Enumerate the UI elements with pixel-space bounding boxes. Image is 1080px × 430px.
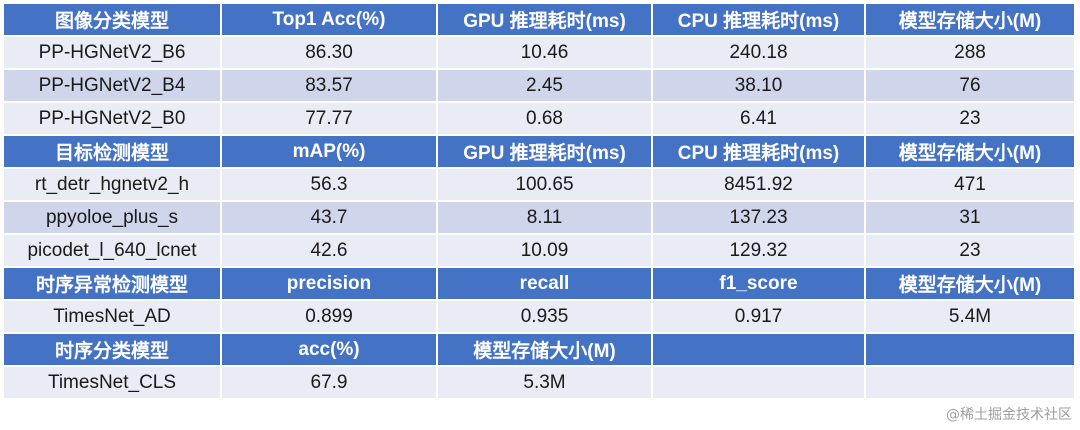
table-cell: 83.57 (220, 68, 438, 103)
table-cell: 240.18 (651, 35, 866, 70)
header-cell: 模型存储大小(M) (436, 332, 653, 367)
table-cell: 288 (864, 35, 1076, 70)
table-cell: 43.7 (220, 200, 438, 235)
table-row: TimesNet_CLS 67.9 5.3M (2, 365, 1076, 400)
table-cell: TimesNet_AD (2, 299, 222, 334)
header-cell: recall (436, 266, 653, 301)
table-cell: 23 (864, 233, 1076, 268)
table-row: PP-HGNetV2_B0 77.77 0.68 6.41 23 (2, 101, 1076, 136)
table-cell: 137.23 (651, 200, 866, 235)
section-header-object-detection: 目标检测模型 mAP(%) GPU 推理耗时(ms) CPU 推理耗时(ms) … (2, 134, 1076, 169)
table-cell: 77.77 (220, 101, 438, 136)
header-cell: GPU 推理耗时(ms) (436, 2, 653, 37)
table-row: PP-HGNetV2_B6 86.30 10.46 240.18 288 (2, 35, 1076, 70)
table-cell: 100.65 (436, 167, 653, 202)
header-cell: 模型存储大小(M) (864, 266, 1076, 301)
table-cell: 129.32 (651, 233, 866, 268)
table-cell: 76 (864, 68, 1076, 103)
table-cell: 5.4M (864, 299, 1076, 334)
table-row: picodet_l_640_lcnet 42.6 10.09 129.32 23 (2, 233, 1076, 268)
table-cell: PP-HGNetV2_B0 (2, 101, 222, 136)
table-cell: 23 (864, 101, 1076, 136)
model-comparison-table: 图像分类模型 Top1 Acc(%) GPU 推理耗时(ms) CPU 推理耗时… (2, 2, 1076, 400)
table-cell: 42.6 (220, 233, 438, 268)
table-row: ppyoloe_plus_s 43.7 8.11 137.23 31 (2, 200, 1076, 235)
table-cell: 0.917 (651, 299, 866, 334)
section-header-ts-classification: 时序分类模型 acc(%) 模型存储大小(M) (2, 332, 1076, 367)
table-cell (864, 365, 1076, 400)
table-cell: 0.68 (436, 101, 653, 136)
table-cell: 67.9 (220, 365, 438, 400)
table-row: PP-HGNetV2_B4 83.57 2.45 38.10 76 (2, 68, 1076, 103)
table-cell: ppyoloe_plus_s (2, 200, 222, 235)
header-cell: 模型存储大小(M) (864, 2, 1076, 37)
section-header-image-classification: 图像分类模型 Top1 Acc(%) GPU 推理耗时(ms) CPU 推理耗时… (2, 2, 1076, 37)
header-cell: f1_score (651, 266, 866, 301)
table-cell: 8.11 (436, 200, 653, 235)
table-cell: 8451.92 (651, 167, 866, 202)
table-cell: PP-HGNetV2_B4 (2, 68, 222, 103)
table-cell: 56.3 (220, 167, 438, 202)
table-cell: PP-HGNetV2_B6 (2, 35, 222, 70)
table-row: rt_detr_hgnetv2_h 56.3 100.65 8451.92 47… (2, 167, 1076, 202)
header-cell (864, 332, 1076, 367)
header-cell: Top1 Acc(%) (220, 2, 438, 37)
header-cell: acc(%) (220, 332, 438, 367)
table-cell: 31 (864, 200, 1076, 235)
header-cell: 模型存储大小(M) (864, 134, 1076, 169)
table-cell: 0.899 (220, 299, 438, 334)
header-cell: 图像分类模型 (2, 2, 222, 37)
table-cell: 2.45 (436, 68, 653, 103)
header-cell: precision (220, 266, 438, 301)
header-cell: 时序分类模型 (2, 332, 222, 367)
header-cell: CPU 推理耗时(ms) (651, 134, 866, 169)
header-cell (651, 332, 866, 367)
table-cell: 471 (864, 167, 1076, 202)
table-cell: 0.935 (436, 299, 653, 334)
table-cell: 6.41 (651, 101, 866, 136)
header-cell: 目标检测模型 (2, 134, 222, 169)
table-cell: 10.46 (436, 35, 653, 70)
table-cell: 86.30 (220, 35, 438, 70)
table-row: TimesNet_AD 0.899 0.935 0.917 5.4M (2, 299, 1076, 334)
watermark-text: @稀土掘金技术社区 (946, 407, 1072, 423)
table-cell: picodet_l_640_lcnet (2, 233, 222, 268)
table-cell: 5.3M (436, 365, 653, 400)
table-cell: TimesNet_CLS (2, 365, 222, 400)
table-cell (651, 365, 866, 400)
header-cell: GPU 推理耗时(ms) (436, 134, 653, 169)
table-cell: rt_detr_hgnetv2_h (2, 167, 222, 202)
header-cell: 时序异常检测模型 (2, 266, 222, 301)
header-cell: CPU 推理耗时(ms) (651, 2, 866, 37)
section-header-ts-anomaly-detection: 时序异常检测模型 precision recall f1_score 模型存储大… (2, 266, 1076, 301)
table-cell: 10.09 (436, 233, 653, 268)
table-cell: 38.10 (651, 68, 866, 103)
header-cell: mAP(%) (220, 134, 438, 169)
